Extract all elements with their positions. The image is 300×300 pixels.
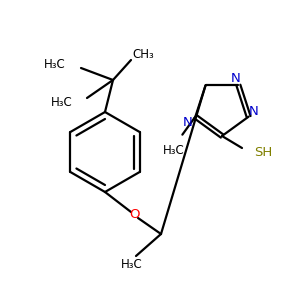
Text: O: O — [129, 208, 139, 221]
Text: H₃C: H₃C — [44, 58, 66, 71]
Text: H₃C: H₃C — [51, 97, 73, 110]
Text: N: N — [249, 105, 259, 118]
Text: N: N — [182, 116, 192, 129]
Text: N: N — [231, 72, 240, 85]
Text: H₃C: H₃C — [163, 144, 184, 157]
Text: SH: SH — [254, 146, 272, 158]
Text: CH₃: CH₃ — [132, 49, 154, 62]
Text: H₃C: H₃C — [121, 259, 143, 272]
